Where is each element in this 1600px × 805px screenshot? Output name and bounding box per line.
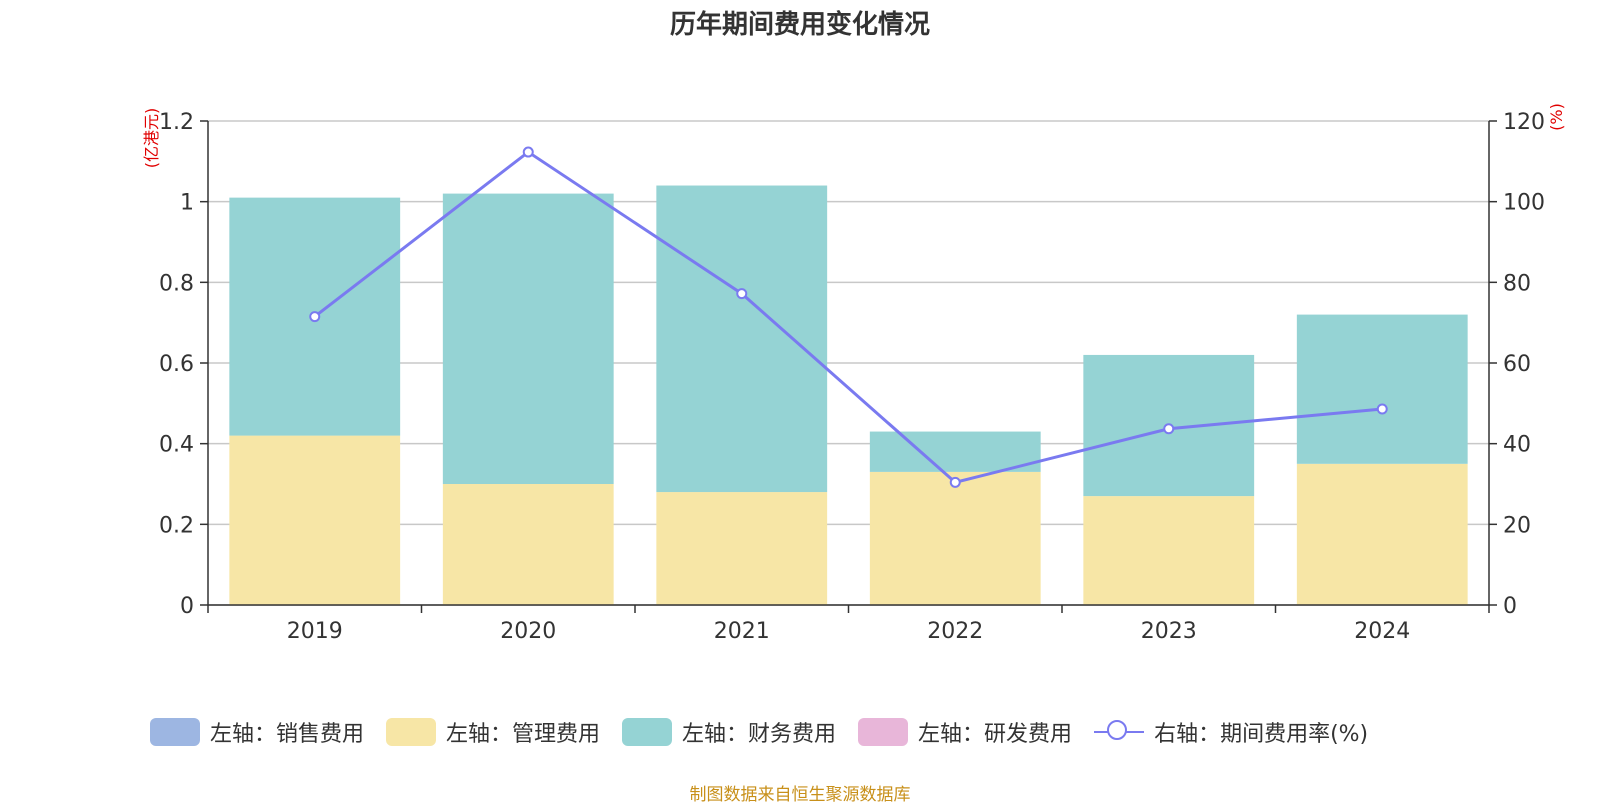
bar-admin-2019: [229, 435, 401, 605]
bar-finance-2020: [442, 193, 614, 484]
legend-item[interactable]: 左轴：管理费用: [386, 716, 600, 748]
x-axis-tick-label: 2023: [1141, 619, 1197, 644]
right-axis-label: (%): [1547, 103, 1566, 131]
x-axis-tick-label: 2022: [927, 619, 983, 644]
right-axis-tick-label: 40: [1503, 433, 1531, 458]
legend-item[interactable]: 左轴：研发费用: [858, 716, 1072, 748]
chart-canvas: 0 0.2 0.4 0.6 0.8 1 1.2 0 20 40 60 80 100 120 2019 2020…: [142, 103, 1566, 644]
bar-admin-2021: [656, 492, 828, 605]
rate-point-2024: [1376, 403, 1388, 415]
left-axis-tick-label: 0.4: [159, 433, 194, 458]
left-axis-tick-label: 0.2: [159, 513, 194, 538]
bar-admin-2020: [442, 484, 614, 605]
legend-swatch: [622, 718, 673, 746]
x-axis-tick-label: 2020: [500, 619, 556, 644]
right-axis-tick-label: 60: [1503, 352, 1531, 377]
left-axis-label: (亿港元): [142, 108, 161, 169]
left-axis-tick-label: 1.2: [159, 110, 194, 135]
bar-admin-2023: [1083, 496, 1255, 605]
right-axis-tick-label: 0: [1503, 594, 1517, 619]
legend-label: 右轴：期间费用率(%): [1154, 722, 1369, 747]
left-axis-tick-label: 0.8: [159, 271, 194, 296]
rate-line: [313, 150, 1383, 485]
x-axis-tick-label: 2021: [714, 619, 770, 644]
legend: 左轴：销售费用 左轴：管理费用 左轴：财务费用 左轴：研发费用 右轴：期间费用率(%): [150, 716, 1390, 748]
right-axis-tick-label: 120: [1503, 110, 1545, 135]
right-axis-tick-label: 80: [1503, 271, 1531, 296]
legend-label: 左轴：财务费用: [682, 722, 837, 747]
legend-swatch: [858, 718, 909, 746]
legend-line-marker-icon: [1094, 718, 1145, 746]
rate-point-2023: [1163, 423, 1175, 435]
chart-title: 历年期间费用变化情况: [669, 10, 930, 40]
legend-label: 左轴：研发费用: [918, 722, 1073, 747]
x-axis-tick-label: 2019: [287, 619, 343, 644]
legend-swatch: [386, 718, 437, 746]
left-axis-tick-label: 0.6: [159, 352, 194, 377]
rate-point-2021: [736, 288, 748, 300]
rate-point-2022: [949, 476, 961, 488]
left-axis-tick-label: 1: [180, 191, 194, 216]
rate-point-2019: [309, 311, 321, 323]
data-source-note: 制图数据来自恒生聚源数据库: [689, 785, 911, 805]
left-axis-tick-label: 0: [180, 594, 194, 619]
legend-swatch: [150, 718, 200, 746]
legend-label: 左轴：销售费用: [210, 722, 365, 747]
bar-finance-2021: [656, 185, 828, 493]
bar-admin-2022: [869, 471, 1041, 605]
legend-label: 左轴：管理费用: [446, 722, 601, 747]
bar-admin-2024: [1296, 463, 1468, 605]
rate-point-2020: [522, 146, 534, 158]
right-axis-tick-label: 100: [1503, 191, 1545, 216]
bar-finance-2022: [869, 431, 1041, 472]
legend-item[interactable]: 右轴：期间费用率(%): [1094, 716, 1368, 748]
bar-finance-2024: [1296, 314, 1468, 464]
legend-item[interactable]: 左轴：财务费用: [622, 716, 836, 748]
legend-item[interactable]: 左轴：销售费用: [150, 716, 364, 748]
x-axis-tick-label: 2024: [1354, 619, 1410, 644]
right-axis-tick-label: 20: [1503, 513, 1531, 538]
